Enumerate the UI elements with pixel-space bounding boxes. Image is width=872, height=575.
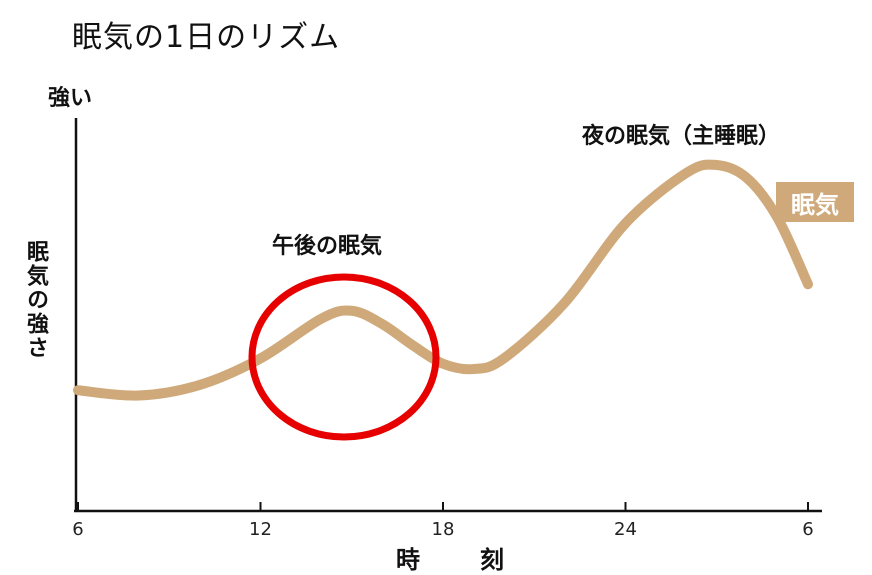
x-tick-label: 6 [72, 519, 83, 540]
annotation-afternoon: 午後の眠気 [272, 234, 383, 259]
afternoon-highlight-circle [248, 273, 440, 441]
annotation-night: 夜の眠気（主睡眠） [582, 124, 781, 149]
x-axis-label: 時 刻 [396, 546, 522, 574]
x-tick-label: 24 [614, 519, 637, 540]
y-axis-top-label: 強い [48, 86, 93, 111]
x-tick-label: 18 [432, 519, 455, 540]
chart-title: 眠気の1日のリズム [72, 20, 341, 55]
x-tick-label: 6 [802, 519, 813, 540]
series-line-眠気 [73, 159, 813, 401]
y-axis-label: 眠気の強さ [23, 240, 48, 360]
x-tick-label: 12 [249, 519, 272, 540]
legend-badge: 眠気 [776, 182, 854, 222]
